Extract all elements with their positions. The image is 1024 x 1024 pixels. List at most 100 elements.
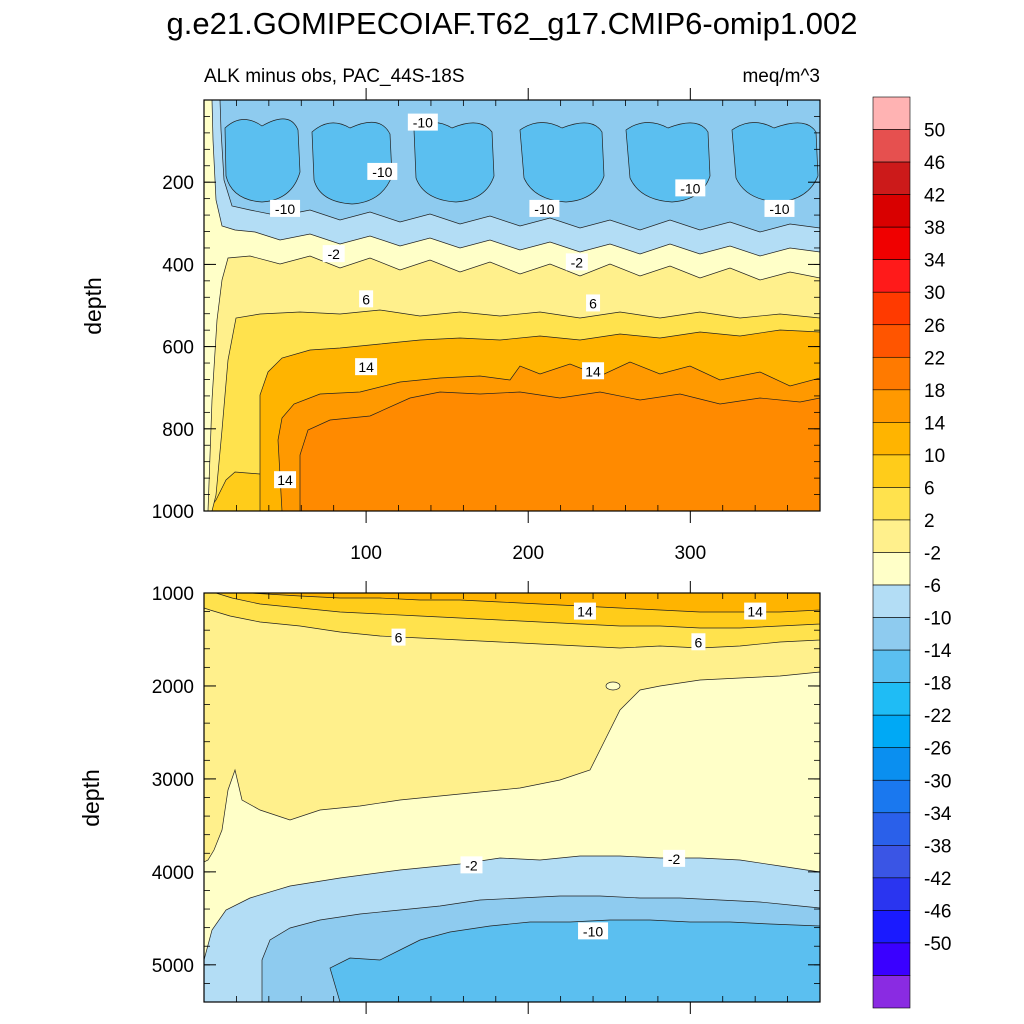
contour-label: 6 (695, 634, 703, 650)
colorbar-label: -2 (924, 544, 941, 565)
contour-label-box (744, 602, 767, 620)
contour-label-box (565, 253, 588, 271)
contour-label: 14 (358, 359, 374, 375)
contour-label: -10 (534, 201, 554, 217)
contour-label-box (675, 179, 706, 197)
upper-y-axis-label: depth (80, 277, 106, 335)
colorbar-swatch (872, 845, 911, 879)
y-tick-label: 1000 (152, 584, 194, 605)
colorbar-swatch (872, 487, 911, 521)
colorbar-label: 10 (924, 446, 945, 467)
colorbar-label: 34 (924, 251, 946, 272)
panel-subtitle-units: meq/m^3 (742, 66, 820, 87)
contour-label: 6 (589, 295, 597, 311)
colorbar-swatch (872, 389, 911, 423)
contour-label-box (529, 199, 560, 217)
contour-label-box (573, 602, 596, 620)
contour-label-box (764, 199, 795, 217)
contour-label-box (578, 922, 609, 940)
colorbar-swatch (872, 259, 911, 293)
colorbar-label: 46 (924, 153, 945, 174)
colorbar-swatch (872, 454, 911, 488)
colorbar-label: 50 (924, 121, 945, 142)
contour-label-box (270, 199, 301, 217)
colorbar-label: -22 (924, 706, 951, 727)
contour-label: -2 (571, 254, 584, 270)
colorbar-label: -10 (924, 609, 951, 630)
y-tick-label: 200 (162, 173, 194, 194)
contour-label: 6 (362, 291, 370, 307)
contour-label: -10 (275, 201, 295, 217)
upper-contour-panel: -10 -10 -10 -10 -10 -10 -2 -2 6 6 14 14 14 (203, 99, 821, 512)
colorbar-label: 6 (924, 478, 935, 499)
x-tick-label: 300 (674, 543, 706, 564)
y-tick-label: 4000 (152, 863, 194, 884)
colorbar-label: -14 (924, 641, 952, 662)
colorbar-swatch (872, 714, 911, 749)
colorbar-label: -38 (924, 836, 951, 857)
colorbar-swatch (872, 910, 911, 944)
colorbar-label: 18 (924, 381, 945, 402)
colorbar-swatch (872, 617, 911, 651)
colorbar: 50 46 42 38 34 30 26 22 18 14 10 6 2 -2 -6 -10 -14 -18 -22… (872, 96, 952, 1009)
contour-label-box (460, 856, 483, 874)
colorbar-label: 42 (924, 186, 945, 207)
colorbar-swatch (872, 194, 911, 228)
colorbar-swatch (872, 291, 911, 326)
colorbar-label: 14 (924, 413, 946, 434)
x-tick-label: 100 (350, 543, 382, 564)
colorbar-swatch (872, 584, 911, 618)
panel-subtitle-left: ALK minus obs, PAC_44S-18S (204, 66, 465, 87)
colorbar-swatch (872, 877, 911, 911)
contour-label: -10 (413, 115, 433, 131)
colorbar-swatch (872, 324, 911, 358)
colorbar-label: -50 (924, 934, 951, 955)
lower-y-axis-label: depth (78, 769, 104, 827)
colorbar-swatch (872, 812, 911, 846)
colorbar-label: -46 (924, 901, 951, 922)
small-closed-contour (605, 681, 621, 691)
contour-label: -2 (668, 851, 681, 867)
colorbar-swatch (872, 552, 911, 586)
colorbar-label: 38 (924, 218, 945, 239)
y-tick-label: 3000 (152, 770, 194, 791)
field-minus-14 (329, 919, 820, 1002)
colorbar-swatch (872, 682, 911, 716)
x-tick-label: 200 (512, 543, 544, 564)
colorbar-swatch (872, 129, 911, 163)
contour-label: -2 (465, 857, 478, 873)
colorbar-swatch (872, 422, 911, 456)
y-tick-label: 800 (162, 420, 194, 441)
contour-label-box (407, 113, 438, 131)
y-tick-label: 5000 (152, 956, 194, 977)
chart-title: g.e21.GOMIPECOIAF.T62_g17.CMIP6-omip1.00… (167, 6, 858, 41)
colorbar-swatch (872, 779, 911, 814)
colorbar-swatch (872, 226, 911, 260)
colorbar-label: -34 (924, 804, 952, 825)
colorbar-swatch (872, 96, 911, 130)
colorbar-label: -6 (924, 576, 941, 597)
y-tick-label: 400 (162, 255, 194, 276)
contour-label-box (663, 849, 686, 867)
colorbar-swatch (872, 942, 911, 976)
colorbar-swatch (872, 975, 911, 1009)
contour-label-box (586, 294, 601, 312)
contour-label-box (274, 471, 297, 489)
y-tick-label: 1000 (152, 502, 194, 523)
contour-label: 6 (395, 630, 403, 646)
lower-contour-panel: 14 14 6 6 -2 -2 -10 (203, 592, 821, 1003)
colorbar-swatch (872, 356, 911, 391)
colorbar-label: -18 (924, 674, 951, 695)
contour-label-box (691, 633, 706, 651)
contour-label: 14 (747, 604, 763, 620)
contour-label: -10 (769, 201, 789, 217)
contour-label: 14 (577, 604, 593, 620)
field-plus-2 (204, 593, 820, 863)
colorbar-label: -42 (924, 869, 951, 890)
colorbar-swatch (872, 519, 911, 553)
colorbar-label: 30 (924, 283, 945, 304)
contour-label-box (391, 628, 406, 646)
colorbar-label: 22 (924, 348, 945, 369)
upper-panel-frame (203, 99, 821, 512)
